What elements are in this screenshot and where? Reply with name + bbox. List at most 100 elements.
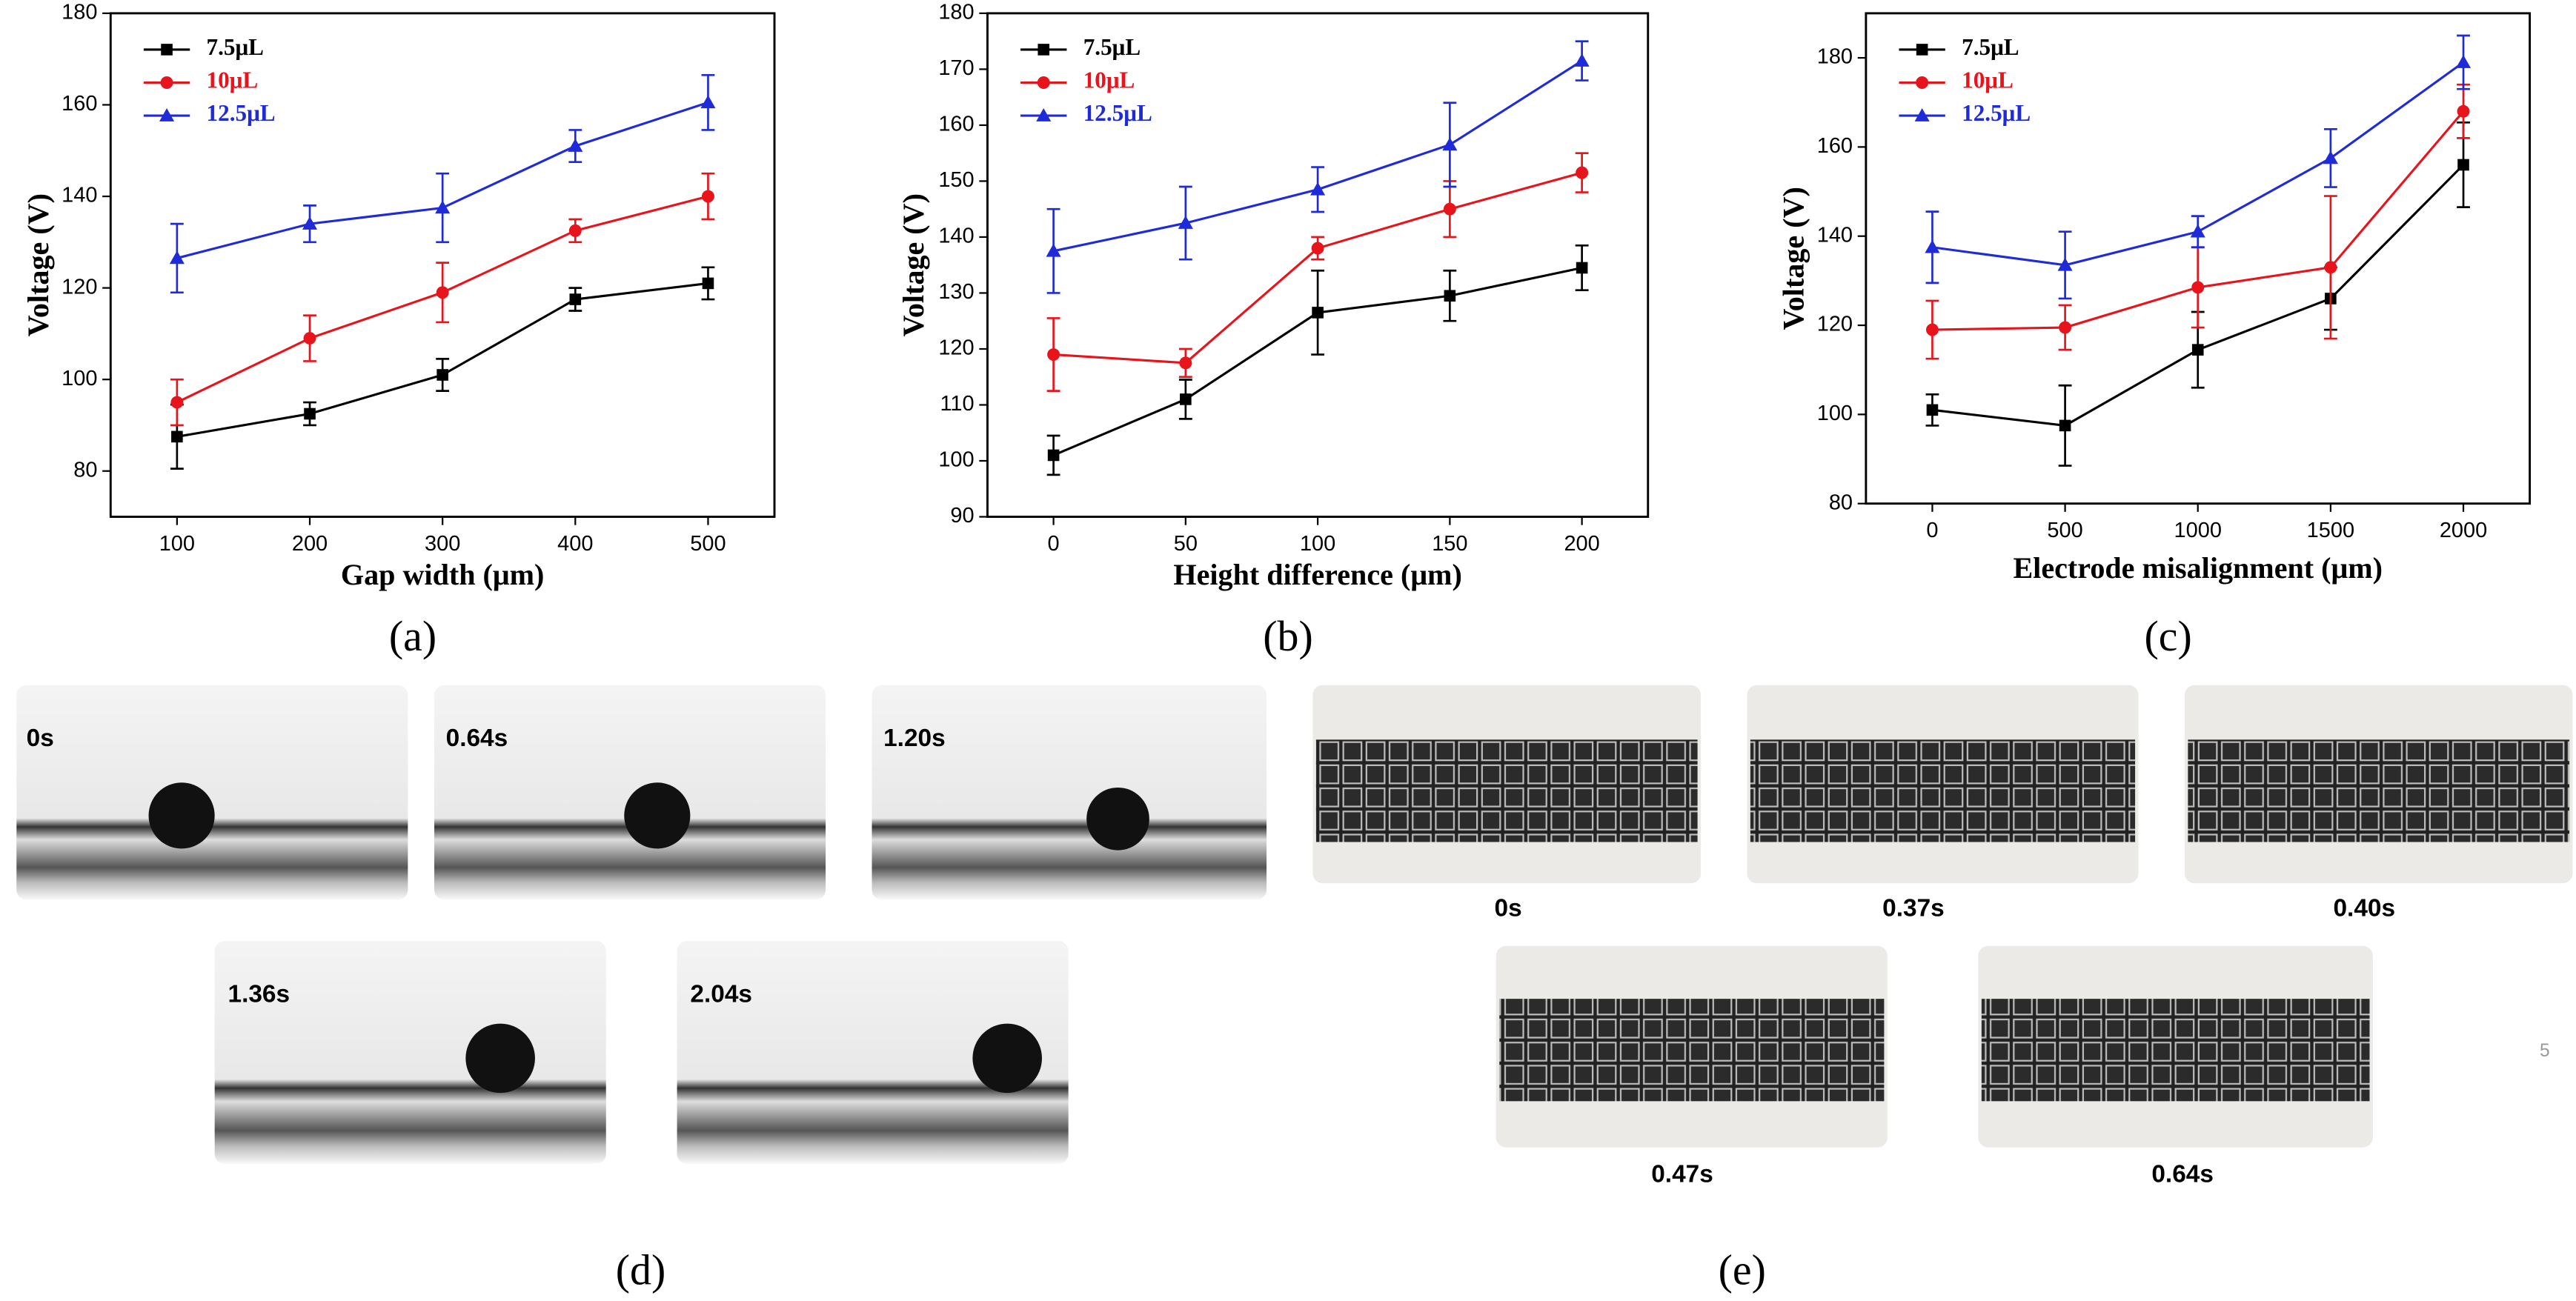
legend-label: 12.5μL [1083, 100, 1152, 126]
y-tick-label: 160 [1817, 134, 1853, 158]
marker [1178, 216, 1193, 229]
marker [2457, 104, 2470, 118]
marker [1179, 356, 1192, 370]
frame-label: 0.47s [1651, 1160, 1713, 1188]
marker [702, 277, 714, 290]
legend-label: 10μL [1962, 67, 2014, 93]
panel-label: (d) [616, 1246, 666, 1294]
marker [701, 190, 714, 203]
frame-label: 0.64s [2151, 1160, 2214, 1188]
legend-label: 12.5μL [207, 100, 276, 126]
marker [1180, 393, 1192, 405]
x-tick-label: 1500 [2307, 519, 2354, 542]
marker [2057, 257, 2073, 271]
y-tick-label: 170 [938, 56, 974, 80]
y-tick-label: 140 [938, 224, 974, 248]
marker [1443, 202, 1456, 216]
x-tick-label: 50 [1174, 532, 1198, 556]
frame-label: 0s [1495, 895, 1522, 922]
marker [569, 293, 582, 305]
marker [2456, 55, 2472, 68]
y-tick-label: 140 [1817, 223, 1853, 247]
y-tick-label: 130 [938, 280, 974, 304]
x-tick-label: 500 [690, 532, 726, 556]
marker [171, 430, 183, 443]
panel-d-photos [16, 685, 1267, 1164]
y-tick-label: 180 [62, 1, 97, 24]
panel-label: (c) [2144, 612, 2191, 660]
marker [1574, 53, 1590, 67]
y-tick-label: 120 [938, 336, 974, 360]
marker [2059, 321, 2072, 334]
x-tick-label: 300 [425, 532, 460, 556]
marker [304, 407, 316, 420]
marker [1926, 404, 1939, 416]
marker [1311, 242, 1324, 255]
y-axis-label: Voltage (V) [1776, 187, 1810, 330]
y-tick-label: 160 [62, 92, 97, 116]
x-tick-label: 400 [557, 532, 593, 556]
marker [1444, 290, 1456, 302]
x-tick-label: 100 [159, 532, 195, 556]
marker [2191, 344, 2204, 356]
marker [159, 108, 175, 122]
frame-label: 0.40s [2333, 895, 2395, 922]
panel-label: (e) [1719, 1246, 1766, 1294]
marker [1037, 76, 1050, 89]
marker [1036, 108, 1052, 122]
marker [1442, 137, 1458, 151]
panel-label: (a) [389, 612, 436, 660]
marker [169, 250, 185, 264]
x-axis-label: Gap width (μm) [341, 558, 544, 591]
marker [1046, 243, 1061, 257]
y-tick-label: 180 [1817, 45, 1853, 69]
marker [2324, 261, 2337, 274]
y-tick-label: 180 [938, 1, 974, 24]
y-axis-label: Voltage (V) [21, 193, 55, 336]
marker [2190, 224, 2205, 238]
x-tick-label: 2000 [2440, 519, 2487, 542]
x-axis-label: Height difference (μm) [1173, 558, 1461, 591]
x-tick-label: 100 [1300, 532, 1335, 556]
frame-label: 0.64s [446, 725, 508, 752]
marker [436, 286, 449, 299]
marker [2059, 419, 2071, 432]
x-tick-label: 500 [2047, 519, 2082, 542]
x-tick-label: 1000 [2174, 519, 2222, 542]
x-tick-label: 150 [1432, 532, 1467, 556]
marker [1916, 44, 1928, 56]
x-axis-label: Electrode misalignment (μm) [2013, 551, 2383, 585]
frame-label: 1.20s [883, 725, 946, 752]
y-tick-label: 80 [1829, 490, 1853, 514]
marker [1576, 166, 1589, 179]
marker [1914, 108, 1930, 122]
marker [1047, 348, 1060, 361]
marker [161, 44, 173, 56]
y-tick-label: 100 [938, 448, 974, 472]
marker [568, 139, 583, 152]
legend-label: 12.5μL [1962, 100, 2031, 126]
legend-label: 7.5μL [1083, 34, 1141, 60]
panel-e-photos [1312, 685, 2573, 1148]
marker [1310, 182, 1326, 196]
x-tick-label: 200 [1564, 532, 1599, 556]
marker [302, 216, 318, 230]
x-tick-label: 200 [292, 532, 328, 556]
y-tick-label: 80 [73, 458, 97, 482]
marker [160, 76, 173, 89]
marker [1047, 449, 1060, 462]
legend-label: 7.5μL [207, 34, 264, 60]
marker [1916, 76, 1929, 89]
marker [1576, 262, 1588, 274]
x-tick-label: 0 [1926, 519, 1938, 542]
marker [1312, 307, 1324, 319]
legend-label: 10μL [207, 67, 259, 93]
marker [436, 369, 448, 381]
legend-label: 7.5μL [1962, 34, 2019, 60]
legend-label: 10μL [1083, 67, 1135, 93]
frame-label: 0.37s [1882, 895, 1945, 922]
frame-label: 1.36s [228, 981, 290, 1008]
x-tick-label: 0 [1048, 532, 1060, 556]
marker [1925, 239, 1940, 253]
panel-label: (b) [1263, 612, 1313, 660]
